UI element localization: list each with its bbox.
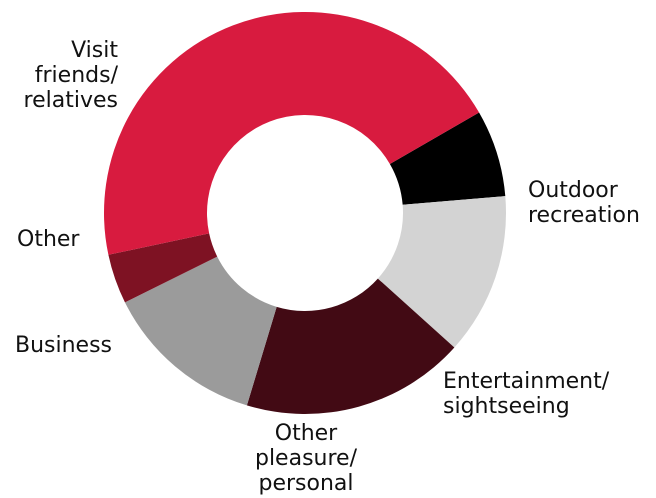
slice-label-line: Other (275, 421, 338, 446)
slice-label-entertainment-sightseeing: Entertainment/sightseeing (443, 369, 610, 419)
slice-label-visit-friends-relatives: Visit friends/relatives (24, 38, 119, 113)
slice-label-line: sightseeing (443, 394, 570, 419)
slice-label-outdoor-recreation: Outdoor recreation (528, 178, 640, 228)
slice-label-line: pleasure/ (255, 446, 358, 471)
slice-entertainment-sightseeing (377, 196, 507, 348)
slice-outdoor-recreation (389, 112, 506, 205)
slice-label-line: Visit (71, 38, 118, 63)
slice-other-pleasure-personal (246, 278, 455, 415)
slice-label-line: Other (17, 227, 80, 252)
slice-label-line: Outdoor (528, 178, 619, 203)
slice-label-line: friends/ (35, 63, 119, 88)
slice-label-other: Other (17, 227, 80, 252)
slice-label-other-pleasure-personal: Other pleasure/personal (255, 421, 358, 496)
slice-label-line: recreation (528, 203, 640, 228)
slice-label-line: relatives (24, 88, 118, 113)
slice-label-line: Business (15, 333, 112, 358)
slice-label-line: personal (258, 471, 353, 496)
slice-business (124, 256, 277, 406)
slice-label-business: Business (15, 333, 112, 358)
slice-label-line: Entertainment/ (443, 369, 610, 394)
slice-visit-friends-relatives (103, 11, 480, 255)
slice-other (108, 233, 218, 303)
